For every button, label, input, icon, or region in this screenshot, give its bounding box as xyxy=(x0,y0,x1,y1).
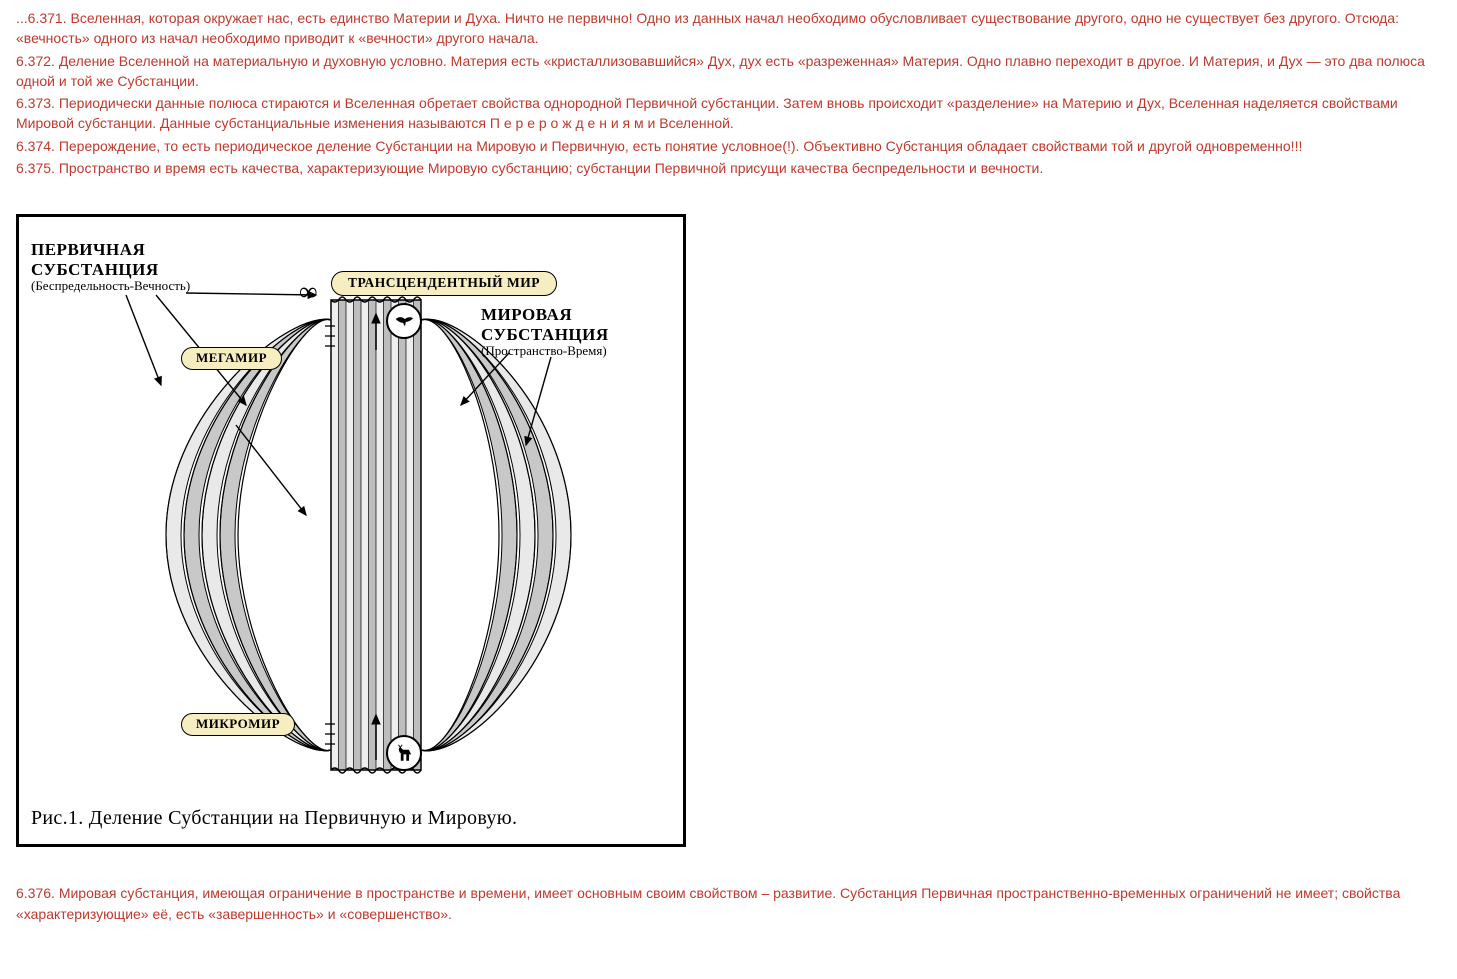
infinity-symbol: ∞ xyxy=(299,277,318,307)
label-primary-sub: (Беспредельность-Вечность) xyxy=(31,279,190,294)
label-world-sub: (Пространство-Время) xyxy=(481,344,609,359)
outro-block: 6.376. Мировая субстанция, имеющая огран… xyxy=(16,883,1441,924)
label-world-title-line1: МИРОВАЯСУБСТАНЦИЯ xyxy=(481,305,609,344)
label-primary-title-line1: ПЕРВИЧНАЯСУБСТАНЦИЯ xyxy=(31,240,159,279)
para-6-373: 6.373. Периодически данные полюса стираю… xyxy=(16,93,1441,134)
label-primary-title: ПЕРВИЧНАЯСУБСТАНЦИЯ xyxy=(31,240,190,279)
pill-megamir: МЕГАМИР xyxy=(181,347,282,370)
label-primary-substance: ПЕРВИЧНАЯСУБСТАНЦИЯ (Беспредельность-Веч… xyxy=(31,240,190,294)
para-6-375: 6.375. Пространство и время есть качеств… xyxy=(16,158,1441,178)
figure-1: ПЕРВИЧНАЯСУБСТАНЦИЯ (Беспредельность-Веч… xyxy=(16,214,686,847)
pill-micromir: МИКРОМИР xyxy=(181,713,295,736)
pill-transcendent: ТРАНСЦЕНДЕНТНЫЙ МИР xyxy=(331,271,557,296)
label-world-title: МИРОВАЯСУБСТАНЦИЯ xyxy=(481,305,609,344)
figure-canvas: ПЕРВИЧНАЯСУБСТАНЦИЯ (Беспредельность-Веч… xyxy=(31,235,671,795)
bird-icon xyxy=(393,310,415,332)
label-world-substance: МИРОВАЯСУБСТАНЦИЯ (Пространство-Время) xyxy=(481,305,609,359)
deer-icon xyxy=(393,742,415,764)
para-6-371: ...6.371. Вселенная, которая окружает на… xyxy=(16,8,1441,49)
para-6-374: 6.374. Перерождение, то есть периодическ… xyxy=(16,136,1441,156)
figure-caption: Рис.1. Деление Субстанции на Первичную и… xyxy=(31,807,671,830)
intro-block: ...6.371. Вселенная, которая окружает на… xyxy=(16,8,1441,178)
para-6-372: 6.372. Деление Вселенной на материальную… xyxy=(16,51,1441,92)
para-6-376: 6.376. Мировая субстанция, имеющая огран… xyxy=(16,883,1441,924)
